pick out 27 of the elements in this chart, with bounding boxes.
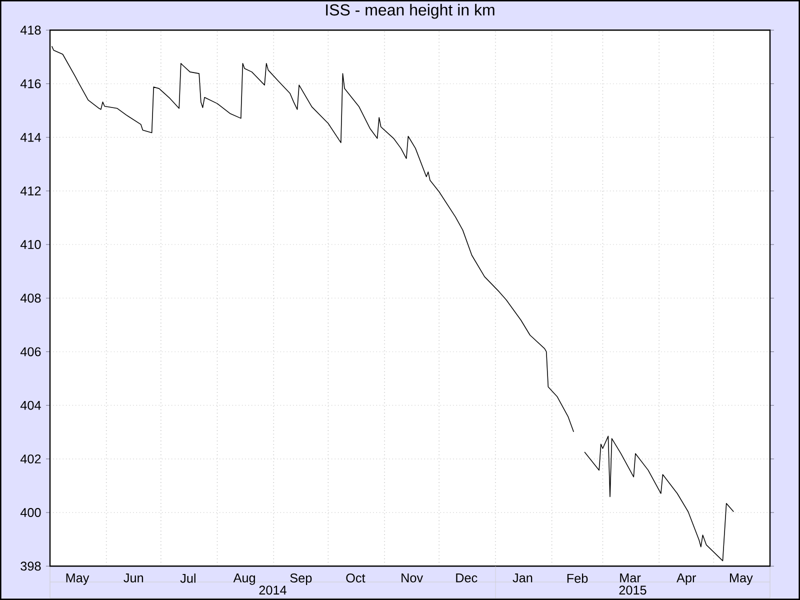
x-tick-label: Nov (402, 574, 424, 582)
text: 2014 (259, 586, 286, 595)
y-tick-label: 398 (20, 562, 41, 571)
y-tick-label: 406 (20, 347, 41, 356)
y-tick-label: 412 (20, 186, 41, 196)
x-tick-label: Jun (124, 574, 144, 582)
chart-title: ISS - mean height in km (326, 4, 494, 19)
y-tick-label: 410 (20, 240, 41, 250)
x-tick-label: Jul (180, 574, 196, 583)
x-tick-label: Sep (290, 574, 312, 585)
y-tick-label: 414 (20, 132, 41, 142)
x-tick-label: May (730, 574, 753, 585)
y-tick-label: 402 (20, 454, 41, 464)
x-tick-label: Jan (512, 574, 532, 582)
y-tick-label: 418 (20, 26, 41, 35)
x-tick-label: Oct (346, 574, 366, 582)
y-tick-label: 416 (20, 79, 41, 88)
x-tick-label: Feb (567, 574, 588, 583)
y-tick-label: 408 (20, 294, 41, 303)
text: 2015 (619, 586, 646, 595)
x-tick-label: Apr (676, 574, 696, 585)
x-tick-label: Dec (456, 574, 478, 582)
x-tick-label: Mar (620, 574, 641, 582)
y-tick-label: 400 (20, 508, 41, 518)
x-tick-label: May (66, 574, 90, 585)
y-tick-label: 404 (20, 400, 41, 410)
x-tick-label: Aug (233, 574, 255, 585)
